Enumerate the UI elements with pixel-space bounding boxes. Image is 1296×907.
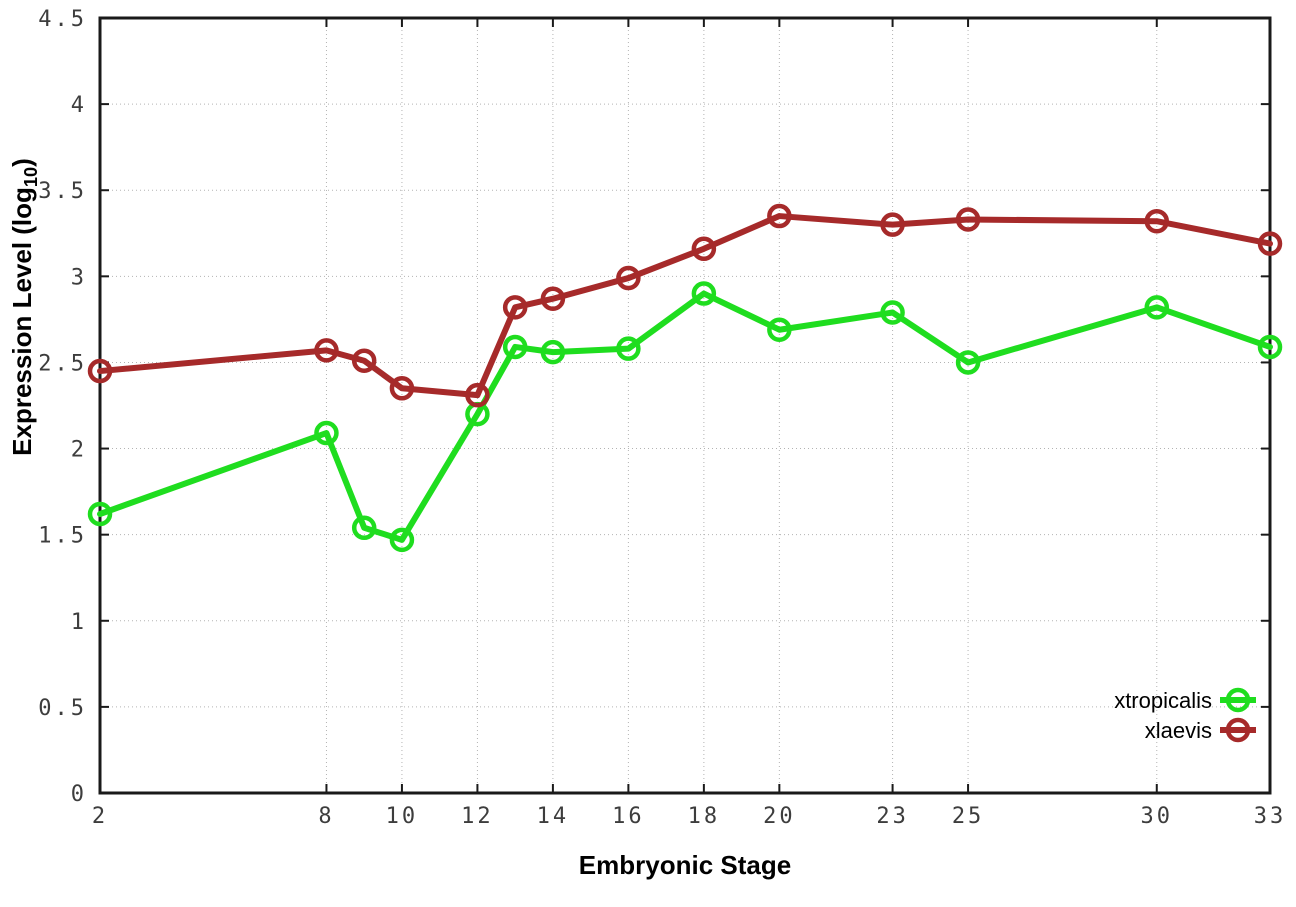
data-point-marker: [955, 350, 981, 375]
x-tick-label: 18: [688, 804, 721, 829]
y-tick-label: 2: [71, 438, 87, 463]
data-point-marker: [1257, 334, 1283, 360]
x-tick-label: 25: [952, 804, 985, 829]
data-point-marker: [389, 376, 415, 401]
y-tick-label: 4.5: [38, 7, 87, 32]
x-tick-label: 20: [763, 804, 796, 829]
x-tick-label: 16: [612, 804, 645, 829]
y-axis-title-close: ): [7, 158, 37, 167]
data-point-marker: [502, 295, 528, 320]
series-line: [97, 290, 1273, 543]
y-tick-label: 0: [71, 782, 87, 807]
data-point-marker: [465, 382, 490, 408]
y-axis-title-subscript: 10: [21, 166, 42, 188]
data-point-marker: [955, 207, 981, 232]
data-point-marker: [691, 281, 717, 306]
tick-marks: [99, 17, 1271, 794]
data-point-marker: [87, 358, 113, 384]
y-tick-label: 4: [71, 93, 87, 118]
y-axis-title-text: Expression Level (log: [7, 187, 37, 456]
x-tick-label: 2: [92, 804, 108, 829]
x-tick-label: 12: [461, 804, 494, 829]
data-point-marker: [351, 348, 377, 373]
data-point-marker: [880, 212, 905, 237]
x-tick-label: 30: [1141, 804, 1174, 829]
x-tick-label: 14: [537, 804, 570, 829]
data-point-marker: [87, 501, 113, 527]
legend: xtropicalis xlaevis: [1114, 687, 1256, 743]
data-point-marker: [502, 334, 528, 360]
legend-label: xlaevis: [1145, 718, 1212, 743]
data-point-marker: [540, 286, 566, 311]
data-point-marker: [1257, 231, 1283, 256]
y-tick-label: 2.5: [38, 351, 87, 376]
legend-item-xlaevis: xlaevis: [1145, 717, 1256, 743]
y-tick-label: 0.5: [38, 696, 87, 721]
data-point-marker: [1144, 295, 1170, 320]
y-tick-label: 1.5: [38, 524, 87, 549]
series-xtropicalis: [87, 281, 1283, 553]
data-point-marker: [314, 338, 339, 363]
data-point-marker: [616, 336, 641, 361]
y-tick-label: 3.5: [38, 179, 87, 204]
data-point-marker: [767, 203, 792, 229]
data-point-marker: [389, 527, 415, 553]
x-tick-labels: 2 8 10 12 14 16 18 20 23 25 30 33: [92, 804, 1287, 829]
data-point-marker: [767, 317, 792, 342]
legend-sample-marker: [1225, 687, 1251, 713]
data-point-marker: [880, 300, 905, 325]
gridlines: [100, 18, 1270, 793]
series-xlaevis: [87, 203, 1283, 408]
y-tick-label: 1: [71, 610, 87, 635]
data-point-marker: [616, 265, 641, 291]
y-axis-title: Expression Level (log10): [7, 7, 43, 607]
data-point-marker: [1144, 208, 1170, 234]
x-tick-label: 33: [1254, 804, 1287, 829]
legend-item-xtropicalis: xtropicalis: [1114, 687, 1256, 713]
data-point-marker: [351, 515, 377, 541]
legend-sample-marker: [1225, 717, 1251, 743]
x-tick-label: 8: [318, 804, 334, 829]
data-point-marker: [540, 339, 566, 365]
data-point-marker: [691, 236, 717, 262]
x-axis-title: Embryonic Stage: [578, 850, 792, 880]
legend-label: xtropicalis: [1114, 688, 1212, 713]
x-tick-label: 23: [876, 804, 909, 829]
x-tick-label: 10: [386, 804, 419, 829]
data-point-marker: [314, 420, 339, 446]
y-tick-labels: 0 0.5 1 1.5 2 2.5 3 3.5 4 4.5: [38, 7, 87, 807]
plot-border: [98, 16, 1272, 795]
y-tick-label: 3: [71, 265, 87, 290]
